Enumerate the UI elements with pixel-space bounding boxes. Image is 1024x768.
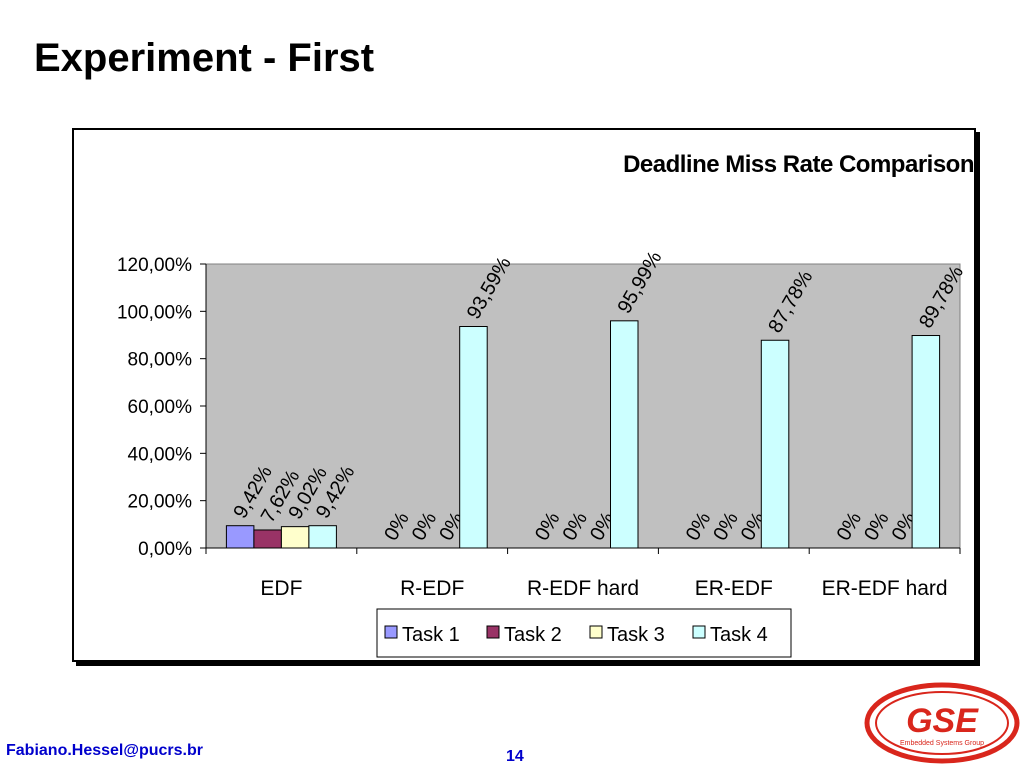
x-tick-label: ER-EDF hard bbox=[822, 577, 948, 600]
legend-swatch bbox=[384, 625, 398, 639]
bar bbox=[225, 525, 255, 549]
y-tick-label: 0,00% bbox=[138, 539, 192, 560]
bar bbox=[610, 320, 639, 549]
logo-text: GSE bbox=[906, 702, 979, 740]
bar-chart: Deadline Miss Rate Comparison 0,00% 20,00… bbox=[117, 151, 974, 658]
y-tick-label: 40,00% bbox=[128, 444, 193, 465]
plot-area bbox=[205, 263, 961, 549]
bar bbox=[308, 525, 337, 549]
chart-title: Deadline Miss Rate Comparison bbox=[623, 151, 974, 178]
legend-label: Task 3 bbox=[607, 624, 665, 646]
y-tick-label: 20,00% bbox=[128, 492, 193, 513]
bar bbox=[280, 526, 310, 549]
y-tick-label: 60,00% bbox=[128, 397, 193, 418]
bar bbox=[459, 326, 488, 549]
legend-swatch bbox=[692, 625, 706, 639]
legend-box bbox=[376, 608, 792, 658]
x-tick-label: R-EDF bbox=[400, 577, 464, 600]
legend-label: Task 1 bbox=[402, 624, 460, 646]
legend-swatch bbox=[486, 625, 500, 639]
y-tick-label: 100,00% bbox=[117, 302, 192, 323]
legend-label: Task 2 bbox=[504, 624, 562, 646]
slide-title: Experiment - First bbox=[34, 36, 375, 80]
y-tick-label: 80,00% bbox=[128, 350, 193, 371]
logo-subtext: Embedded Systems Group bbox=[900, 740, 984, 747]
x-tick-label: ER-EDF bbox=[695, 577, 773, 600]
footer-email: Fabiano.Hessel@pucrs.br bbox=[6, 742, 203, 759]
legend-label: Task 4 bbox=[710, 624, 768, 646]
y-tick-label: 120,00% bbox=[117, 255, 192, 276]
chart-frame: Deadline Miss Rate Comparison 0,00% 20,00… bbox=[72, 128, 976, 662]
x-tick-label: EDF bbox=[260, 577, 302, 600]
bar bbox=[760, 339, 790, 549]
x-tick-label: R-EDF hard bbox=[527, 577, 639, 600]
legend-swatch bbox=[589, 625, 603, 639]
gse-logo-icon: GSE Embedded Systems Group bbox=[864, 682, 1020, 764]
bar bbox=[253, 529, 282, 549]
bar bbox=[911, 335, 941, 549]
page-number: 14 bbox=[506, 748, 524, 765]
